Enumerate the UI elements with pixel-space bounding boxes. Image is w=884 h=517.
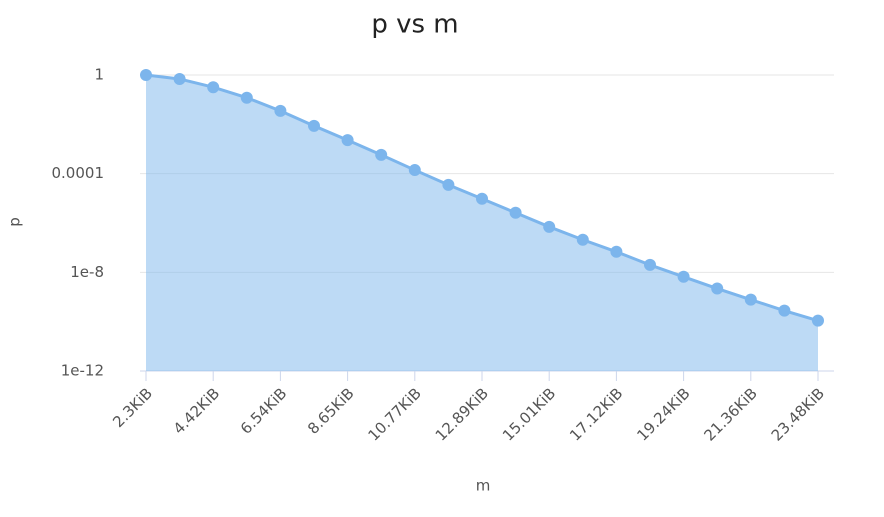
point	[711, 282, 724, 295]
point	[812, 314, 824, 327]
point	[543, 220, 556, 233]
point	[308, 119, 320, 132]
x-axis-label: m	[476, 477, 491, 495]
x-tick-label: 12.89KiB	[432, 384, 492, 444]
point	[778, 304, 791, 317]
point	[240, 91, 253, 104]
point	[341, 134, 354, 147]
point	[408, 164, 421, 177]
y-tick-label: 1e-12	[61, 362, 104, 380]
x-tick-label: 17.12KiB	[566, 384, 626, 444]
point	[476, 192, 488, 205]
x-tick-label: 6.54KiB	[237, 384, 291, 438]
x-tick-label: 19.24KiB	[633, 384, 693, 444]
point	[207, 81, 220, 94]
point	[644, 258, 656, 271]
x-tick-label: 15.01KiB	[499, 384, 559, 444]
y-tick-label: 1e-8	[70, 263, 104, 281]
point	[610, 245, 623, 258]
x-tick-label: 21.36KiB	[701, 384, 761, 444]
point	[274, 104, 287, 117]
point	[140, 69, 152, 81]
y-tick-label: 0.0001	[52, 164, 105, 182]
x-tick-label: 2.3KiB	[109, 384, 156, 431]
x-tick-label: 23.48KiB	[768, 384, 828, 444]
point	[677, 270, 690, 283]
x-tick-label: 8.65KiB	[304, 384, 358, 438]
y-axis-label: p	[6, 217, 24, 227]
x-tick-label: 4.42KiB	[170, 384, 224, 438]
point	[375, 148, 388, 161]
point	[442, 178, 455, 191]
x-tick-label: 10.77KiB	[365, 384, 425, 444]
point	[509, 206, 522, 219]
point	[576, 233, 589, 246]
point	[173, 72, 186, 85]
y-tick-label: 1	[94, 66, 104, 84]
point	[744, 293, 757, 306]
area	[146, 75, 818, 371]
chart-title: p vs m	[371, 10, 458, 40]
